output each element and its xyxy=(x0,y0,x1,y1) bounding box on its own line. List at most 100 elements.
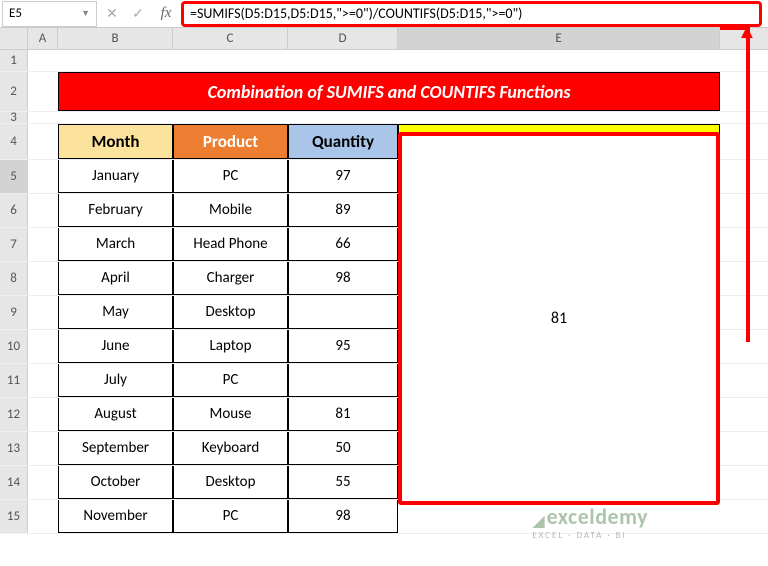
row-header-7[interactable]: 7 xyxy=(0,228,28,261)
cell-quantity[interactable]: 98 xyxy=(288,262,398,295)
col-header-d[interactable]: D xyxy=(288,28,398,49)
cell-month[interactable]: May xyxy=(58,296,173,329)
cell-quantity[interactable]: 97 xyxy=(288,160,398,193)
cell-product[interactable]: Laptop xyxy=(173,330,288,363)
cell-product[interactable]: Desktop xyxy=(173,296,288,329)
row-3: 3 xyxy=(0,112,768,124)
cell[interactable] xyxy=(28,500,58,533)
title-cell[interactable]: Combination of SUMIFS and COUNTIFS Funct… xyxy=(58,72,720,111)
cell[interactable] xyxy=(28,160,58,193)
cell-month[interactable]: November xyxy=(58,500,173,533)
row-header-11[interactable]: 11 xyxy=(0,364,28,397)
name-box[interactable]: E5 ▼ xyxy=(2,1,97,27)
cell[interactable] xyxy=(58,112,173,123)
cell[interactable] xyxy=(28,124,58,159)
cell-quantity[interactable]: 89 xyxy=(288,194,398,227)
cell[interactable] xyxy=(28,296,58,329)
cell-product[interactable]: Mouse xyxy=(173,398,288,431)
cell[interactable] xyxy=(28,112,58,123)
cell[interactable] xyxy=(28,364,58,397)
cell-quantity[interactable] xyxy=(288,296,398,329)
cell-month[interactable]: March xyxy=(58,228,173,261)
cell-quantity[interactable]: 55 xyxy=(288,466,398,499)
row-header-10[interactable]: 10 xyxy=(0,330,28,363)
row-header-14[interactable]: 14 xyxy=(0,466,28,499)
cell[interactable] xyxy=(288,50,398,71)
name-box-dropdown-icon[interactable]: ▼ xyxy=(81,8,90,19)
cell-quantity[interactable]: 98 xyxy=(288,500,398,533)
cell[interactable] xyxy=(398,112,720,123)
row-header-1[interactable]: 1 xyxy=(0,50,28,71)
cell[interactable] xyxy=(288,112,398,123)
select-all-cell[interactable] xyxy=(0,28,28,49)
cell-product[interactable]: PC xyxy=(173,364,288,397)
cell-product[interactable]: Keyboard xyxy=(173,432,288,465)
cell-month[interactable]: February xyxy=(58,194,173,227)
cell-product[interactable]: Head Phone xyxy=(173,228,288,261)
fx-icon[interactable]: fx xyxy=(151,5,181,22)
cell-text: 50 xyxy=(335,439,350,457)
header-product[interactable]: Product xyxy=(173,124,288,159)
cell-month[interactable]: October xyxy=(58,466,173,499)
cell[interactable] xyxy=(28,50,58,71)
formula-input[interactable]: =SUMIFS(D5:D15,D5:D15,">=0")/COUNTIFS(D5… xyxy=(181,1,762,27)
cell-quantity[interactable]: 50 xyxy=(288,432,398,465)
row-header-2[interactable]: 2 xyxy=(0,72,28,111)
cell-text: August xyxy=(94,405,136,423)
header-label: Month xyxy=(92,131,140,152)
cell-product[interactable]: PC xyxy=(173,160,288,193)
row-header-12[interactable]: 12 xyxy=(0,398,28,431)
cell-quantity[interactable]: 66 xyxy=(288,228,398,261)
enter-icon[interactable]: ✓ xyxy=(125,1,151,27)
cell[interactable] xyxy=(28,72,58,111)
row-header-5[interactable]: 5 xyxy=(0,160,28,193)
col-header-c[interactable]: C xyxy=(173,28,288,49)
row-header-6[interactable]: 6 xyxy=(0,194,28,227)
cell-product[interactable]: Desktop xyxy=(173,466,288,499)
cell-product[interactable]: Charger xyxy=(173,262,288,295)
cell-text: April xyxy=(101,269,130,287)
cell[interactable] xyxy=(28,262,58,295)
cell-quantity[interactable] xyxy=(288,364,398,397)
cell[interactable] xyxy=(173,112,288,123)
cell-month[interactable]: September xyxy=(58,432,173,465)
cell[interactable] xyxy=(398,50,720,71)
cell-month[interactable]: April xyxy=(58,262,173,295)
cell-product[interactable]: Mobile xyxy=(173,194,288,227)
row-header-13[interactable]: 13 xyxy=(0,432,28,465)
cell-quantity[interactable]: 95 xyxy=(288,330,398,363)
cell[interactable] xyxy=(58,50,173,71)
header-quantity[interactable]: Quantity xyxy=(288,124,398,159)
cell[interactable] xyxy=(28,432,58,465)
row-header-8[interactable]: 8 xyxy=(0,262,28,295)
cell-month[interactable]: January xyxy=(58,160,173,193)
row-header-15[interactable]: 15 xyxy=(0,500,28,533)
header-label: Product xyxy=(203,131,258,152)
cell-text: 89 xyxy=(335,201,350,219)
cell[interactable] xyxy=(28,398,58,431)
col-header-a[interactable]: A xyxy=(28,28,58,49)
result-cell[interactable]: 81 xyxy=(398,132,720,505)
cell[interactable] xyxy=(28,194,58,227)
cell[interactable] xyxy=(28,228,58,261)
cell-text: January xyxy=(92,167,139,185)
row-header-4[interactable]: 4 xyxy=(0,124,28,159)
cancel-icon[interactable]: ✕ xyxy=(99,1,125,27)
row-header-3[interactable]: 3 xyxy=(0,112,28,123)
cell-quantity[interactable]: 81 xyxy=(288,398,398,431)
cell[interactable] xyxy=(28,330,58,363)
cell-text: PC xyxy=(223,167,239,185)
col-header-e[interactable]: E xyxy=(398,28,720,49)
result-value: 81 xyxy=(551,309,567,328)
cell-product[interactable]: PC xyxy=(173,500,288,533)
cell-month[interactable]: June xyxy=(58,330,173,363)
cell[interactable] xyxy=(173,50,288,71)
cell-month[interactable]: July xyxy=(58,364,173,397)
cell-text: May xyxy=(102,303,129,321)
cell-text: July xyxy=(104,371,127,389)
col-header-b[interactable]: B xyxy=(58,28,173,49)
cell-month[interactable]: August xyxy=(58,398,173,431)
row-header-9[interactable]: 9 xyxy=(0,296,28,329)
cell[interactable] xyxy=(28,466,58,499)
header-month[interactable]: Month xyxy=(58,124,173,159)
